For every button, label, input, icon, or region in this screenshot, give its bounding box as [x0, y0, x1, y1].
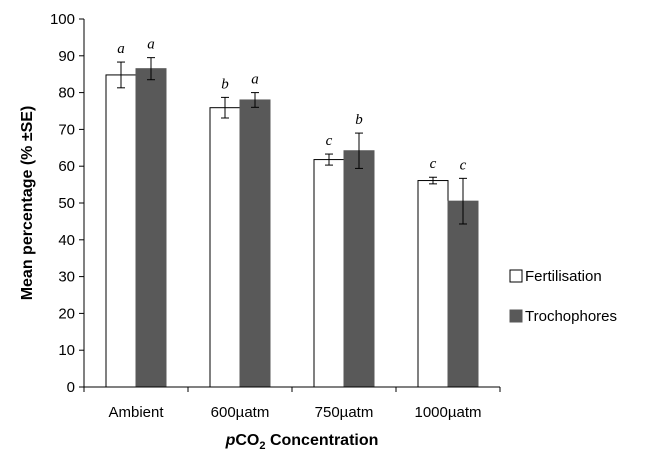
category-labels: Ambient 600µatm 750µatm 1000µatm — [108, 404, 481, 421]
y-axis-title: Mean percentage (% ±SE) — [19, 106, 36, 301]
significance-letter: a — [147, 37, 155, 53]
bars — [105, 68, 479, 388]
legend-swatch — [509, 309, 523, 323]
bar-fertilisation — [313, 159, 345, 388]
y-tick-label: 90 — [58, 48, 75, 65]
y-tick-label: 100 — [50, 11, 75, 28]
category-label: 1000µatm — [414, 404, 481, 421]
x-axis-title-suffix: Concentration — [266, 432, 379, 449]
bar-trochophores — [239, 99, 271, 388]
y-tick-label: 20 — [58, 305, 75, 322]
significance-letter: c — [326, 133, 333, 149]
significance-letter: a — [251, 72, 259, 88]
significance-letter: c — [430, 156, 437, 172]
legend-label: Fertilisation — [525, 268, 602, 285]
error-bars — [117, 57, 467, 225]
y-tick-label: 80 — [58, 85, 75, 102]
significance-letter: c — [460, 157, 467, 173]
significance-letter: a — [117, 41, 125, 57]
bar-trochophores — [447, 200, 479, 388]
significance-letter: b — [355, 112, 363, 128]
bar-fertilisation — [417, 180, 449, 388]
x-axis-title-main: CO — [235, 432, 259, 449]
legend-label: Trochophores — [525, 308, 617, 325]
y-tick-label: 30 — [58, 269, 75, 286]
x-axis-title-subscript: 2 — [259, 440, 265, 452]
y-tick-label: 70 — [58, 121, 75, 138]
y-tick-label: 60 — [58, 158, 75, 175]
significance-letters: a b c c a a b c — [117, 37, 466, 174]
bar-trochophores — [343, 150, 375, 388]
x-axis-title: pCO2 Concentration — [225, 432, 379, 452]
y-tick-label: 10 — [58, 342, 75, 359]
significance-letter: b — [221, 76, 229, 92]
y-tick-label: 0 — [67, 379, 75, 396]
legend: Fertilisation Trochophores — [509, 268, 617, 325]
x-axis-title-italic: p — [225, 432, 236, 449]
bar-fertilisation — [105, 74, 137, 388]
category-label: 750µatm — [315, 404, 374, 421]
bar-fertilisation — [209, 107, 241, 388]
legend-swatch — [509, 269, 523, 283]
bar-trochophores — [135, 68, 167, 388]
x-axis-ticks — [83, 387, 501, 392]
category-label: Ambient — [108, 404, 164, 421]
y-tick-label: 40 — [58, 232, 75, 249]
category-label: 600µatm — [211, 404, 270, 421]
y-tick-label: 50 — [58, 195, 75, 212]
y-axis-ticks: 0 10 20 30 40 50 60 70 80 90 100 — [50, 11, 84, 396]
